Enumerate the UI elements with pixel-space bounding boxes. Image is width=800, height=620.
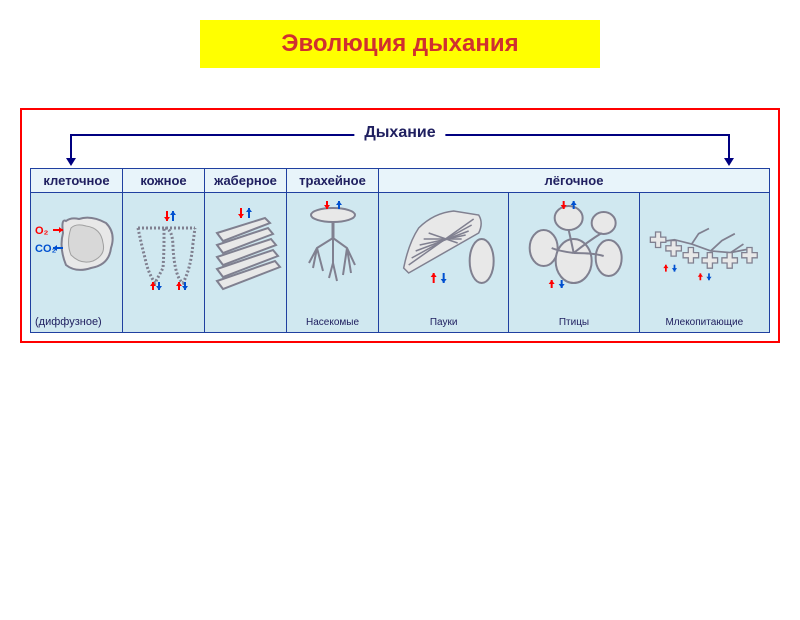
cell-birds: Птицы: [509, 193, 639, 332]
sub-cellular: (диффузное): [35, 316, 102, 328]
mammal-lung-svg: [640, 193, 769, 308]
arrowhead-right: [724, 158, 734, 166]
header-skin: кожное: [123, 169, 204, 193]
sub-mammals: Млекопитающие: [640, 317, 769, 328]
diagram-container: Дыхание клеточное O₂ CO₂ (диффузное): [20, 108, 780, 343]
header-tracheal: трахейное: [287, 169, 378, 193]
header-cellular: клеточное: [31, 169, 122, 193]
header-pulmonary: лёгочное: [379, 169, 769, 193]
col-pulmonary: лёгочное: [379, 169, 769, 332]
bracket-right: [728, 134, 730, 160]
label-co2: CO₂: [35, 243, 56, 255]
sub-tracheal: Насекомые: [287, 317, 378, 328]
main-title: Эволюция дыхания: [200, 20, 600, 68]
bracket-left: [70, 134, 72, 160]
cell-spiders: Пауки: [379, 193, 509, 332]
col-gill: жаберное: [205, 169, 287, 332]
bird-lung-svg: [509, 193, 638, 308]
body-gill: [205, 193, 286, 332]
body-tracheal: Насекомые: [287, 193, 378, 332]
col-tracheal: трахейное Насекомые: [287, 169, 379, 332]
bracket-area: Дыхание: [30, 118, 770, 168]
skin-svg: [123, 193, 205, 323]
body-skin: [123, 193, 204, 332]
trachea-svg: [287, 193, 379, 308]
arrowhead-left: [66, 158, 76, 166]
col-cellular: клеточное O₂ CO₂ (диффузное): [31, 169, 123, 332]
sub-birds: Птицы: [509, 317, 638, 328]
label-o2: O₂: [35, 225, 48, 237]
sub-spiders: Пауки: [379, 317, 508, 328]
body-cellular: O₂ CO₂ (диффузное): [31, 193, 122, 332]
col-skin: кожное: [123, 169, 205, 332]
gill-svg: [205, 193, 287, 323]
bracket-label: Дыхание: [354, 124, 445, 142]
pulmonary-subrow: Пауки: [379, 193, 769, 332]
header-gill: жаберное: [205, 169, 286, 193]
cell-mammals: Млекопитающие: [640, 193, 769, 332]
cells-row: клеточное O₂ CO₂ (диффузное) кожное: [30, 168, 770, 333]
spider-lung-svg: [379, 193, 508, 308]
